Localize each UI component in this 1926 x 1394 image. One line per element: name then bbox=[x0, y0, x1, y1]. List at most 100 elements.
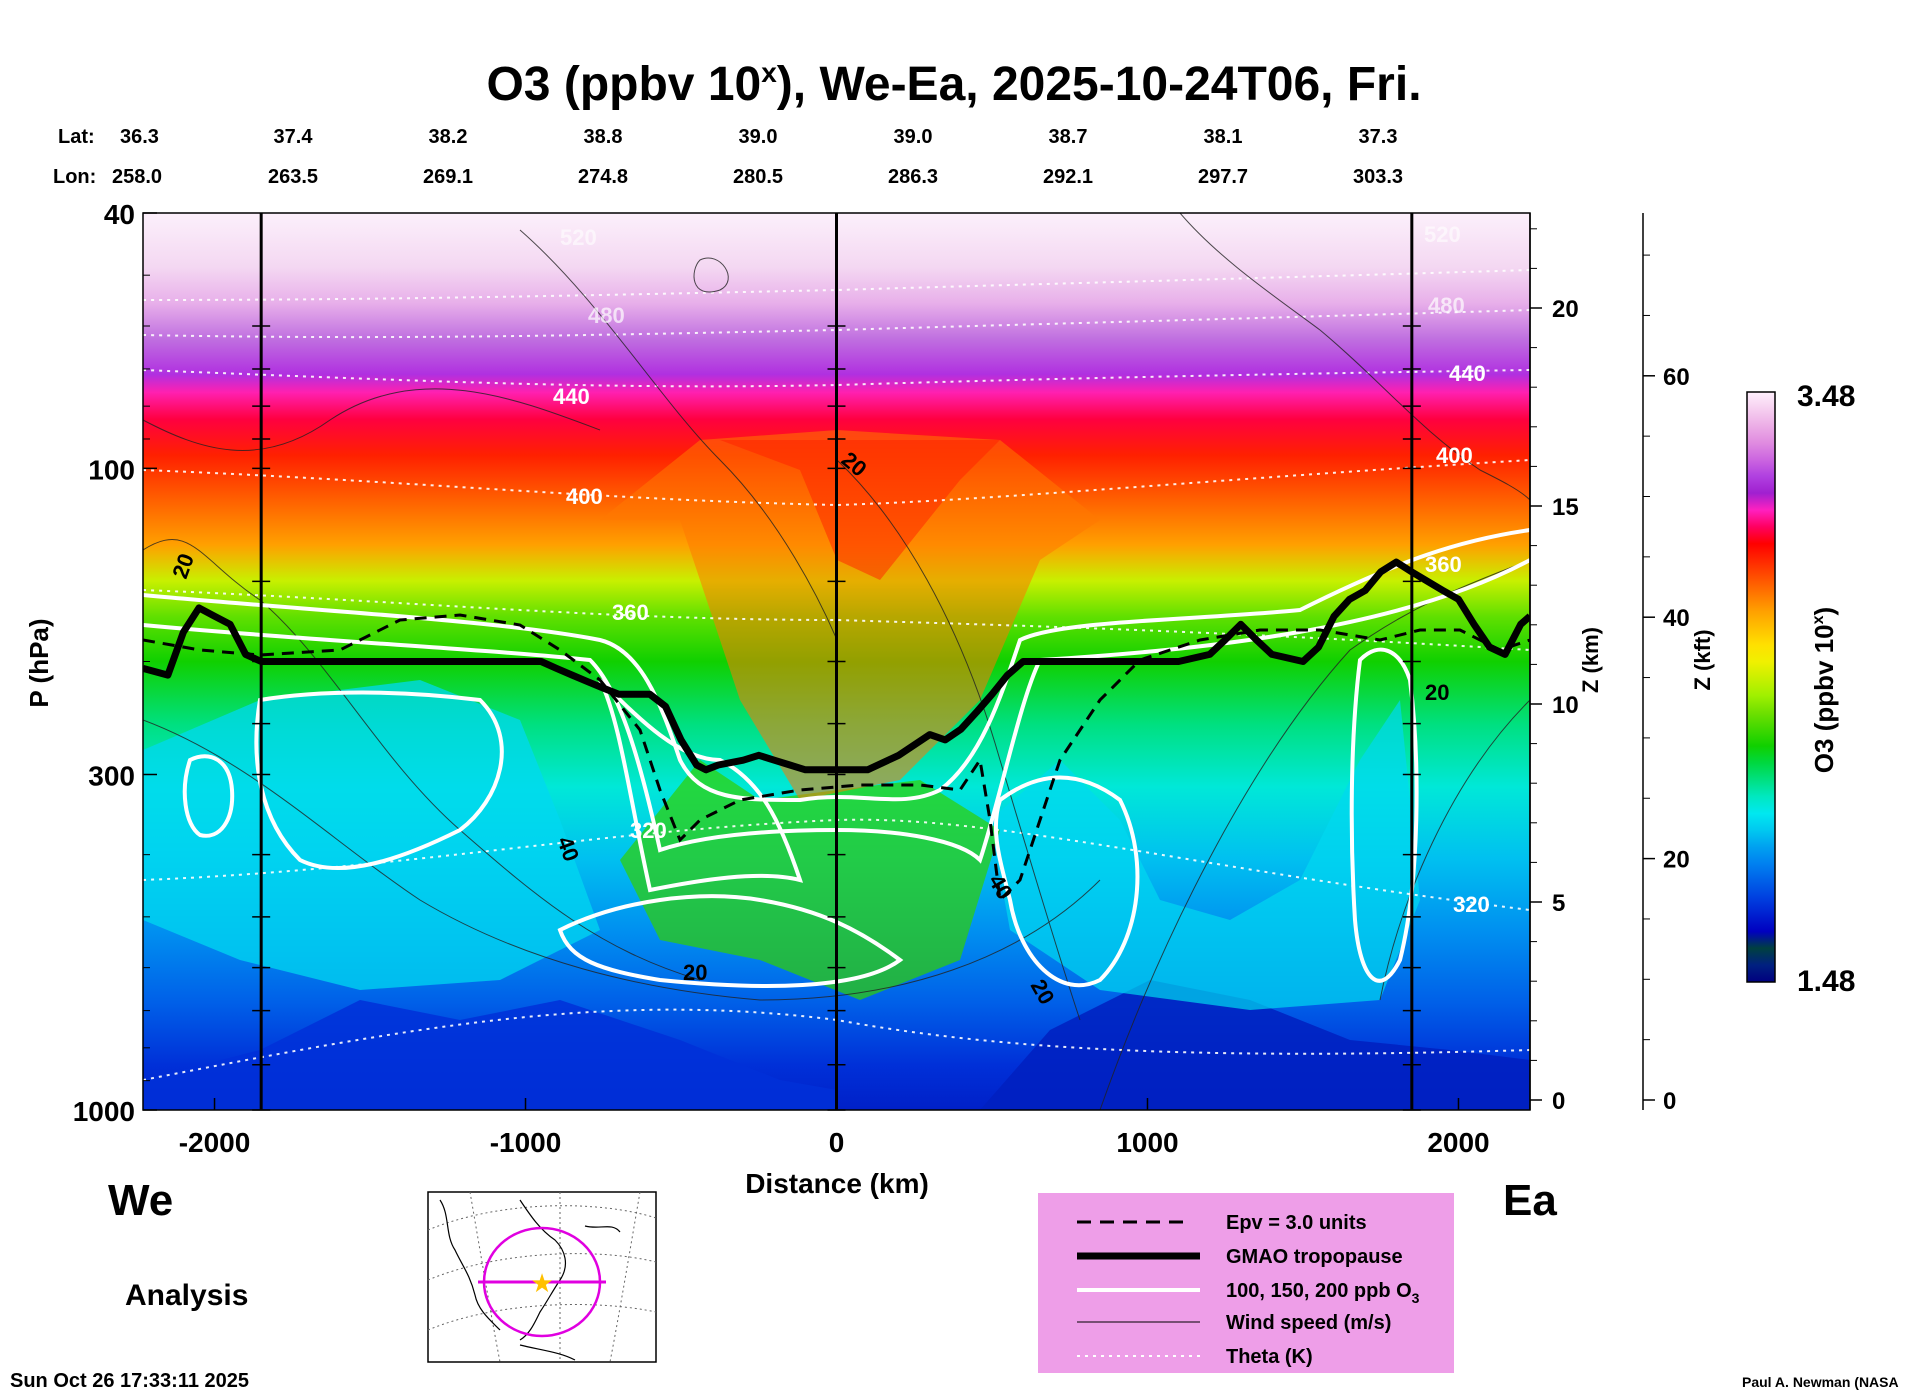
lon-value: 258.0 bbox=[112, 166, 162, 188]
theta-label-360-b: 360 bbox=[1425, 552, 1462, 577]
z-kft-tick-label: 60 bbox=[1663, 364, 1690, 391]
graticule-lon-3 bbox=[609, 1191, 641, 1363]
p-tick-label: 1000 bbox=[73, 1096, 135, 1127]
theta-label-320-a: 320 bbox=[630, 818, 667, 843]
o3-contour-right-col bbox=[1349, 647, 1419, 983]
wind-contour-7 bbox=[693, 257, 729, 293]
legend-theta-label: Theta (K) bbox=[1226, 1346, 1313, 1368]
wind-contour-9 bbox=[1379, 699, 1530, 1001]
o3-contour-tropo-upper bbox=[143, 528, 1530, 803]
theta-label-480-a: 480 bbox=[588, 303, 625, 328]
cyan-region-right bbox=[990, 700, 1420, 1010]
theta-label-440-a: 440 bbox=[553, 384, 590, 409]
colorbar-min: 1.48 bbox=[1797, 965, 1855, 998]
lon-value: 274.8 bbox=[578, 166, 628, 188]
lon-value: 292.1 bbox=[1043, 166, 1093, 188]
inset-map: ★ bbox=[427, 1191, 657, 1363]
ea-label: Ea bbox=[1503, 1176, 1557, 1225]
wind-contour-3 bbox=[519, 229, 838, 641]
colorbar-bar bbox=[1746, 391, 1776, 983]
lat-value: 36.3 bbox=[120, 126, 159, 148]
z-km-tick-label: 15 bbox=[1552, 494, 1579, 521]
legend-tropopause-label: GMAO tropopause bbox=[1226, 1246, 1403, 1268]
theta-label-520-a: 520 bbox=[560, 225, 597, 250]
lon-value: 297.7 bbox=[1198, 166, 1248, 188]
wind-label-20-b: 20 bbox=[683, 960, 707, 985]
p-tick-label: 40 bbox=[104, 199, 135, 230]
low-o3-region-right bbox=[980, 980, 1530, 1110]
x-tick-label: 0 bbox=[829, 1127, 845, 1158]
z-kft-tick-label: 0 bbox=[1663, 1088, 1676, 1115]
o3-contour-cyan-right bbox=[993, 775, 1140, 988]
theta-label-480-b: 480 bbox=[1428, 293, 1465, 318]
chart-title: O3 (ppbv 10x), We-Ea, 2025-10-24T06, Fri… bbox=[486, 57, 1421, 111]
z-kft-tick-label: 40 bbox=[1663, 605, 1690, 632]
lat-value: 38.8 bbox=[584, 126, 623, 148]
lon-value: 263.5 bbox=[268, 166, 318, 188]
lat-value: 39.0 bbox=[894, 126, 933, 148]
z-kft-tick-label: 20 bbox=[1663, 847, 1690, 874]
wind-contour-8 bbox=[143, 388, 601, 451]
inset-map-frame bbox=[427, 1191, 657, 1363]
center-star-icon: ★ bbox=[530, 1268, 553, 1298]
p-tick-label: 100 bbox=[88, 454, 135, 485]
we-label: We bbox=[108, 1176, 173, 1225]
x-tick-label: -2000 bbox=[179, 1127, 251, 1158]
o3-contour-small-left bbox=[182, 754, 235, 838]
colorbar-label: O3 (ppbv 10x) bbox=[1809, 607, 1839, 773]
theta-label-360-a: 360 bbox=[612, 600, 649, 625]
lat-value: 38.1 bbox=[1204, 126, 1243, 148]
theta-label-440-b: 440 bbox=[1449, 361, 1486, 386]
graticule-lon-1 bbox=[469, 1191, 501, 1363]
credit: Paul A. Newman (NASA bbox=[1742, 1374, 1899, 1390]
wind-label-20-d: 20 bbox=[1425, 680, 1449, 705]
vertical-markers bbox=[252, 213, 1421, 1111]
colorbar-label-exp: x bbox=[1810, 615, 1827, 624]
lon-value: 303.3 bbox=[1353, 166, 1403, 188]
ozone-contours bbox=[143, 528, 1530, 988]
lon-value: 269.1 bbox=[423, 166, 473, 188]
lon-row-label: Lon: bbox=[53, 166, 96, 188]
z-km-tick-label: 10 bbox=[1552, 692, 1579, 719]
legend-ozone-label-sub: 3 bbox=[1412, 1290, 1420, 1306]
legend: Epv = 3.0 units GMAO tropopause 100, 150… bbox=[1038, 1193, 1454, 1373]
theta-label-400-a: 400 bbox=[566, 484, 603, 509]
colorbar-label-main: O3 (ppbv 10 bbox=[1809, 624, 1839, 773]
colorbar-label-suffix: ) bbox=[1809, 607, 1839, 616]
title-suffix: ), We-Ea, 2025-10-24T06, Fri. bbox=[777, 58, 1422, 111]
theta-360 bbox=[143, 589, 1530, 651]
legend-ozone-label: 100, 150, 200 ppb O3 bbox=[1226, 1280, 1420, 1306]
title-exponent: x bbox=[761, 57, 777, 88]
wind-contour-5 bbox=[1099, 559, 1530, 1110]
o3-contour-lower-mid bbox=[557, 894, 904, 988]
legend-epv-label: Epv = 3.0 units bbox=[1226, 1212, 1367, 1234]
z-km-axis: 0 5 10 15 20 bbox=[1529, 213, 1579, 1115]
theta-label-520-b: 520 bbox=[1424, 222, 1461, 247]
lon-value: 280.5 bbox=[733, 166, 783, 188]
lat-value: 38.2 bbox=[429, 126, 468, 148]
map-graticule bbox=[427, 1191, 657, 1363]
colorbar-max: 3.48 bbox=[1797, 380, 1855, 413]
x-axis-label: Distance (km) bbox=[745, 1168, 929, 1199]
green-fold-center bbox=[620, 760, 1000, 1000]
pressure-axis: 40 100 300 1000 bbox=[73, 199, 157, 1127]
theta-label-320-b: 320 bbox=[1453, 892, 1490, 917]
theta-label-400-b: 400 bbox=[1436, 443, 1473, 468]
z-kft-axis: 0 20 40 60 bbox=[1642, 213, 1690, 1115]
z-km-tick-label: 0 bbox=[1552, 1088, 1565, 1115]
wind-contour-4 bbox=[836, 459, 1081, 1021]
x-tick-label: 2000 bbox=[1427, 1127, 1489, 1158]
legend-wind-label: Wind speed (m/s) bbox=[1226, 1312, 1391, 1334]
red-core bbox=[720, 440, 1000, 580]
x-axis: -2000 -1000 0 1000 2000 bbox=[179, 1098, 1490, 1158]
wind-contour-2 bbox=[143, 719, 1101, 1001]
x-tick-label: -1000 bbox=[490, 1127, 562, 1158]
z-km-tick-label: 20 bbox=[1552, 296, 1579, 323]
theta-440 bbox=[143, 369, 1530, 388]
p-tick-label: 300 bbox=[88, 760, 135, 791]
gmao-tropopause-line bbox=[143, 558, 1530, 774]
z-km-label: Z (km) bbox=[1578, 627, 1603, 693]
timestamp: Sun Oct 26 17:33:11 2025 bbox=[10, 1370, 249, 1392]
theta-400 bbox=[143, 459, 1530, 507]
